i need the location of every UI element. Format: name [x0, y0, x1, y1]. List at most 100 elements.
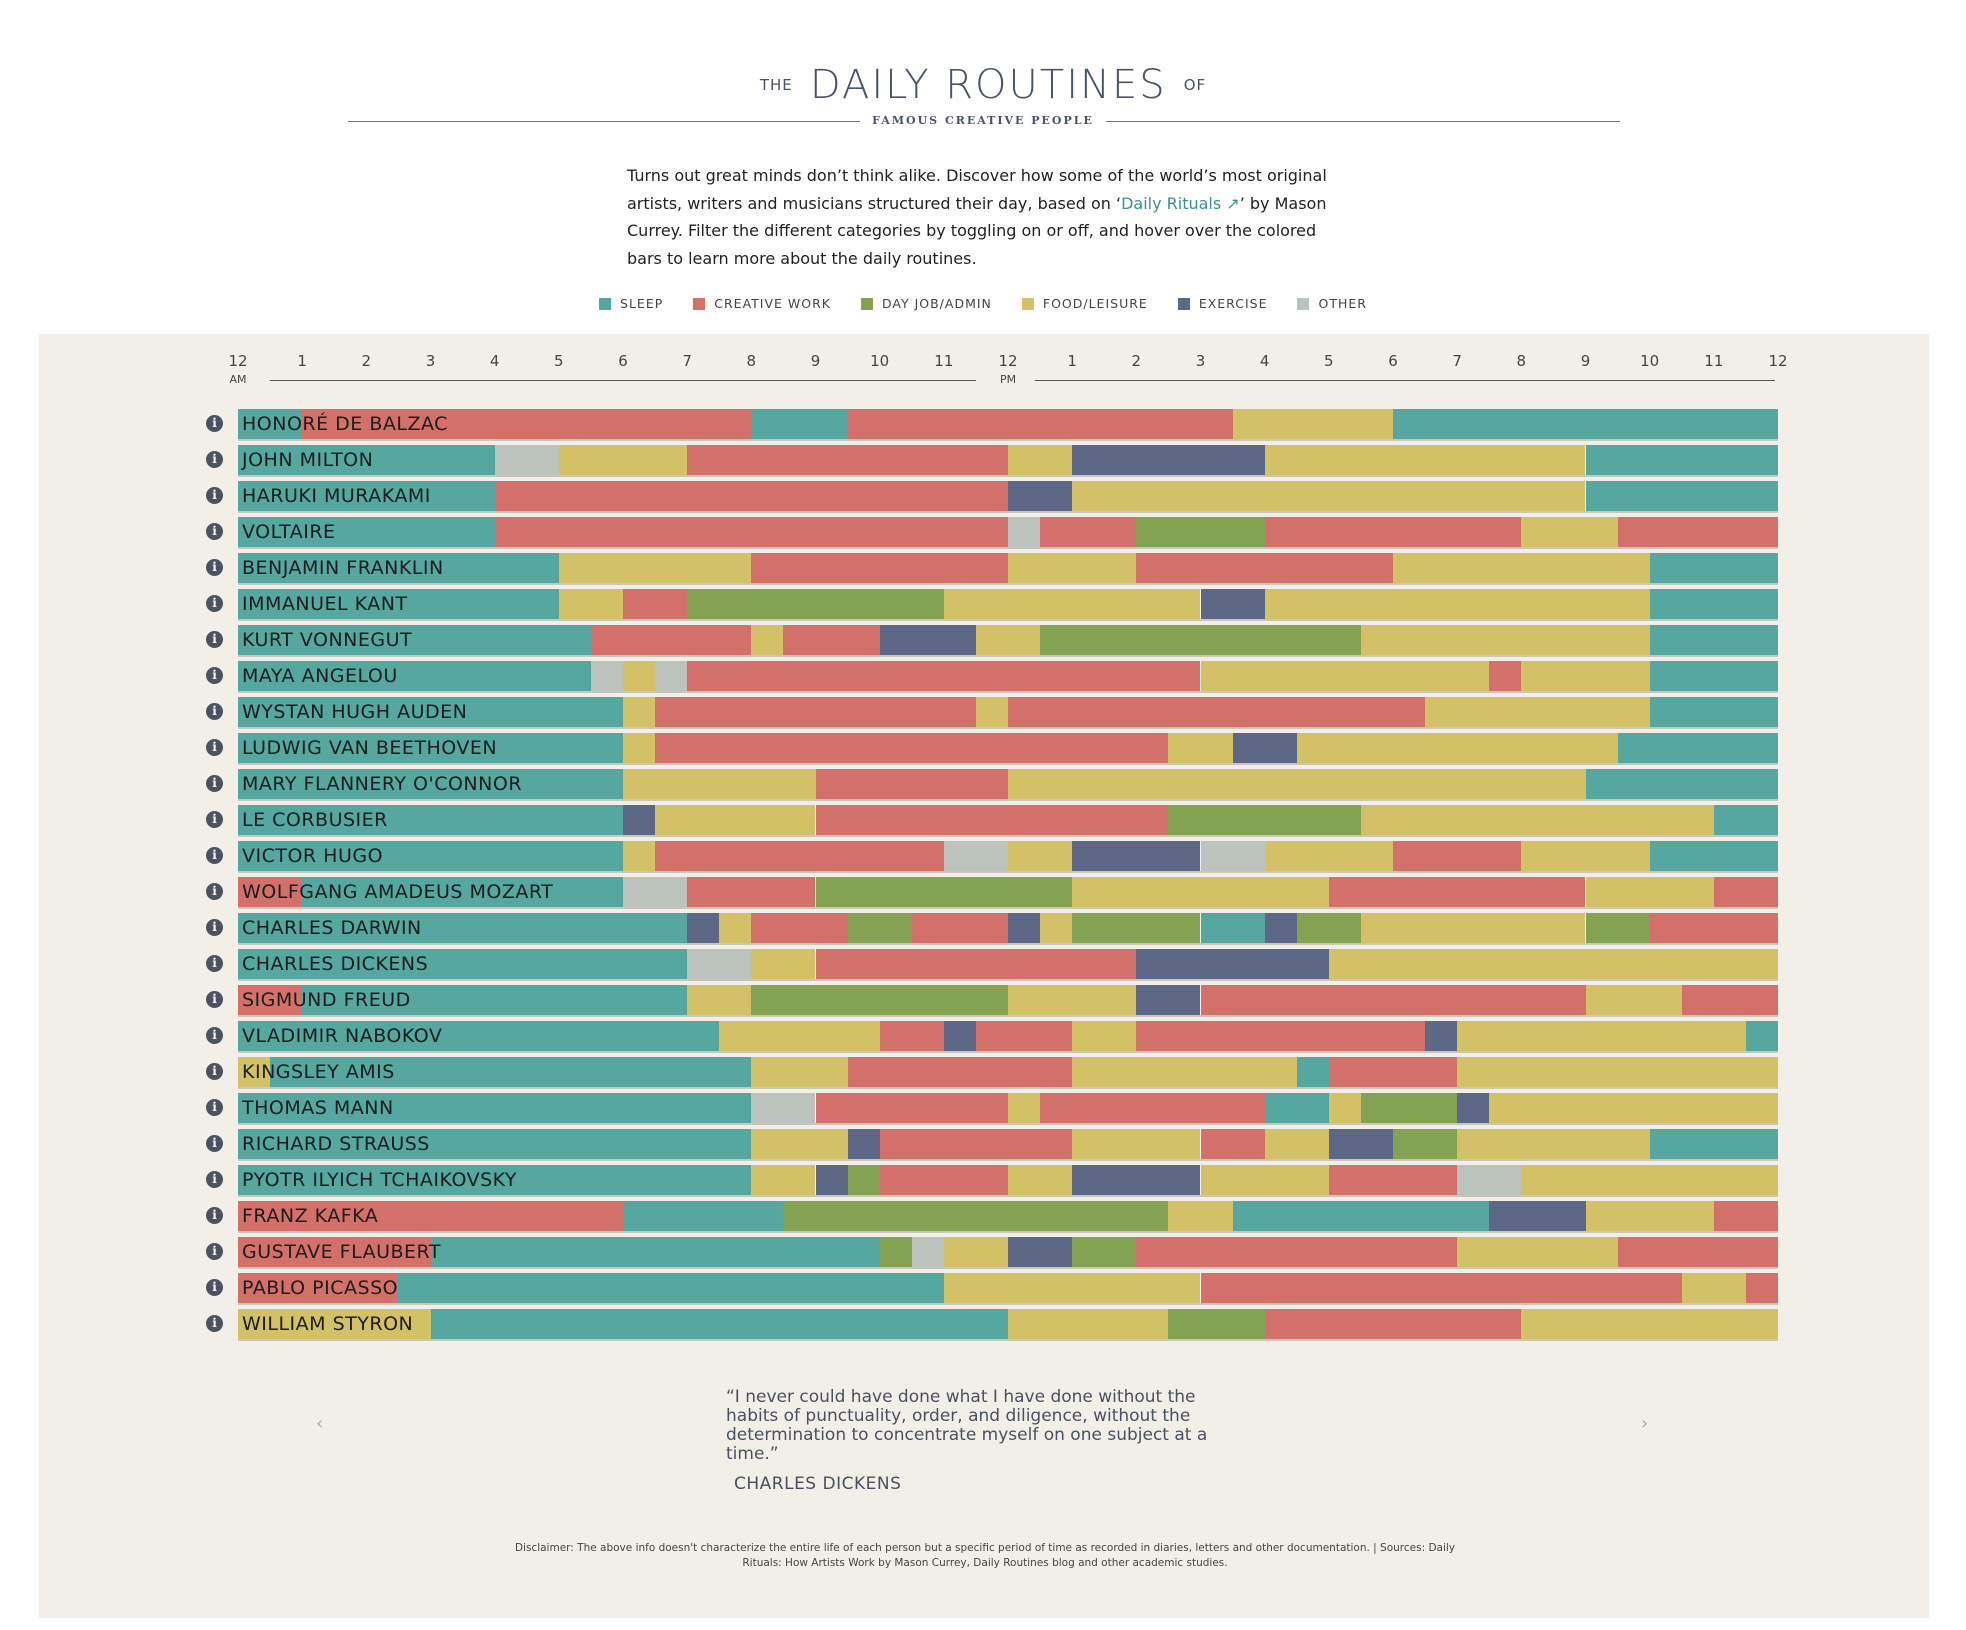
info-icon[interactable]: i — [206, 1207, 223, 1224]
bar-segment-food[interactable] — [1521, 841, 1650, 871]
bar-segment-sleep[interactable] — [238, 409, 303, 439]
bar-segment-exercise[interactable] — [1264, 913, 1297, 943]
bar-segment-dayjob[interactable] — [1136, 517, 1265, 547]
bar-segment-creative[interactable] — [623, 589, 688, 619]
bar-segment-food[interactable] — [1008, 769, 1586, 799]
bar-segment-sleep[interactable] — [238, 625, 591, 655]
bar-segment-exercise[interactable] — [847, 1129, 880, 1159]
bar-segment-food[interactable] — [1296, 733, 1618, 763]
bar-segment-sleep[interactable] — [1649, 661, 1778, 691]
bar-segment-food[interactable] — [238, 1057, 271, 1087]
bar-segment-sleep[interactable] — [1585, 769, 1778, 799]
bar-segment-food[interactable] — [558, 589, 623, 619]
bar-segment-other[interactable] — [687, 949, 752, 979]
bar-segment-creative[interactable] — [655, 697, 976, 727]
info-icon[interactable]: i — [206, 1315, 223, 1332]
bar-segment-food[interactable] — [719, 913, 752, 943]
bar-segment-food[interactable] — [975, 697, 1008, 727]
bar-segment-sleep[interactable] — [238, 1129, 752, 1159]
bar-segment-dayjob[interactable] — [1072, 1237, 1137, 1267]
bar-segment-food[interactable] — [1072, 1021, 1137, 1051]
bar-segment-dayjob[interactable] — [1072, 913, 1201, 943]
bar-segment-sleep[interactable] — [238, 1021, 720, 1051]
bar-segment-food[interactable] — [1072, 481, 1586, 511]
bar-segment-food[interactable] — [1040, 913, 1073, 943]
bar-segment-food[interactable] — [751, 1057, 848, 1087]
bar-segment-food[interactable] — [1072, 1057, 1297, 1087]
bar-segment-food[interactable] — [1008, 1309, 1169, 1339]
bar-segment-creative[interactable] — [238, 1201, 623, 1231]
bar-segment-sleep[interactable] — [302, 985, 688, 1015]
bar-segment-food[interactable] — [1264, 841, 1393, 871]
bar-segment-other[interactable] — [655, 661, 688, 691]
bar-segment-food[interactable] — [1008, 1165, 1073, 1195]
bar-segment-other[interactable] — [751, 1093, 816, 1123]
info-icon[interactable]: i — [206, 919, 223, 936]
bar-segment-creative[interactable] — [815, 1093, 1008, 1123]
bar-segment-other[interactable] — [1200, 841, 1265, 871]
bar-segment-exercise[interactable] — [1489, 1201, 1586, 1231]
bar-segment-creative[interactable] — [494, 481, 1008, 511]
bar-segment-creative[interactable] — [1617, 517, 1778, 547]
bar-segment-dayjob[interactable] — [1168, 1309, 1265, 1339]
info-icon[interactable]: i — [206, 595, 223, 612]
bar-segment-sleep[interactable] — [623, 1201, 784, 1231]
bar-segment-food[interactable] — [1585, 1201, 1714, 1231]
bar-segment-sleep[interactable] — [1649, 553, 1778, 583]
bar-segment-food[interactable] — [1008, 841, 1073, 871]
bar-segment-sleep[interactable] — [1617, 733, 1778, 763]
bar-segment-creative[interactable] — [1328, 877, 1586, 907]
bar-segment-dayjob[interactable] — [1168, 805, 1361, 835]
bar-segment-sleep[interactable] — [238, 1165, 752, 1195]
bar-segment-food[interactable] — [943, 1273, 1201, 1303]
bar-segment-creative[interactable] — [911, 913, 1008, 943]
bar-segment-creative[interactable] — [655, 733, 1169, 763]
info-icon[interactable]: i — [206, 811, 223, 828]
bar-segment-dayjob[interactable] — [815, 877, 1073, 907]
bar-segment-food[interactable] — [1585, 877, 1714, 907]
bar-segment-sleep[interactable] — [238, 769, 623, 799]
bar-segment-creative[interactable] — [1200, 1273, 1682, 1303]
bar-segment-food[interactable] — [1521, 661, 1650, 691]
bar-segment-dayjob[interactable] — [1393, 1129, 1458, 1159]
bar-segment-exercise[interactable] — [1200, 589, 1265, 619]
bar-segment-food[interactable] — [751, 949, 816, 979]
bar-segment-sleep[interactable] — [1200, 913, 1265, 943]
chevron-right-icon[interactable]: › — [1641, 1413, 1649, 1434]
bar-segment-exercise[interactable] — [879, 625, 976, 655]
bar-segment-food[interactable] — [1264, 1129, 1329, 1159]
bar-segment-dayjob[interactable] — [687, 589, 944, 619]
info-icon[interactable]: i — [206, 667, 223, 684]
bar-segment-sleep[interactable] — [1264, 1093, 1329, 1123]
legend-item-other[interactable]: OTHER — [1297, 296, 1366, 311]
info-icon[interactable]: i — [206, 739, 223, 756]
bar-segment-sleep[interactable] — [238, 697, 623, 727]
bar-segment-creative[interactable] — [687, 445, 1008, 475]
bar-segment-exercise[interactable] — [1072, 841, 1201, 871]
bar-segment-food[interactable] — [623, 661, 656, 691]
bar-segment-exercise[interactable] — [1136, 949, 1329, 979]
info-icon[interactable]: i — [206, 955, 223, 972]
bar-segment-food[interactable] — [1264, 445, 1586, 475]
bar-segment-creative[interactable] — [815, 949, 1137, 979]
bar-segment-food[interactable] — [1585, 985, 1682, 1015]
bar-segment-food[interactable] — [1521, 517, 1618, 547]
bar-segment-food[interactable] — [751, 1165, 816, 1195]
bar-segment-creative[interactable] — [238, 985, 303, 1015]
bar-segment-other[interactable] — [943, 841, 1008, 871]
bar-segment-creative[interactable] — [302, 409, 752, 439]
info-icon[interactable]: i — [206, 1135, 223, 1152]
bar-segment-food[interactable] — [943, 1237, 1008, 1267]
bar-segment-food[interactable] — [1008, 445, 1073, 475]
bar-segment-creative[interactable] — [1008, 697, 1426, 727]
bar-segment-sleep[interactable] — [1649, 625, 1778, 655]
bar-segment-dayjob[interactable] — [751, 985, 1008, 1015]
bar-segment-food[interactable] — [1200, 1165, 1329, 1195]
bar-segment-creative[interactable] — [879, 1165, 1008, 1195]
bar-segment-creative[interactable] — [975, 1021, 1073, 1051]
info-icon[interactable]: i — [206, 1027, 223, 1044]
bar-segment-exercise[interactable] — [1136, 985, 1201, 1015]
bar-segment-food[interactable] — [623, 769, 816, 799]
bar-segment-sleep[interactable] — [238, 517, 495, 547]
bar-segment-other[interactable] — [590, 661, 623, 691]
